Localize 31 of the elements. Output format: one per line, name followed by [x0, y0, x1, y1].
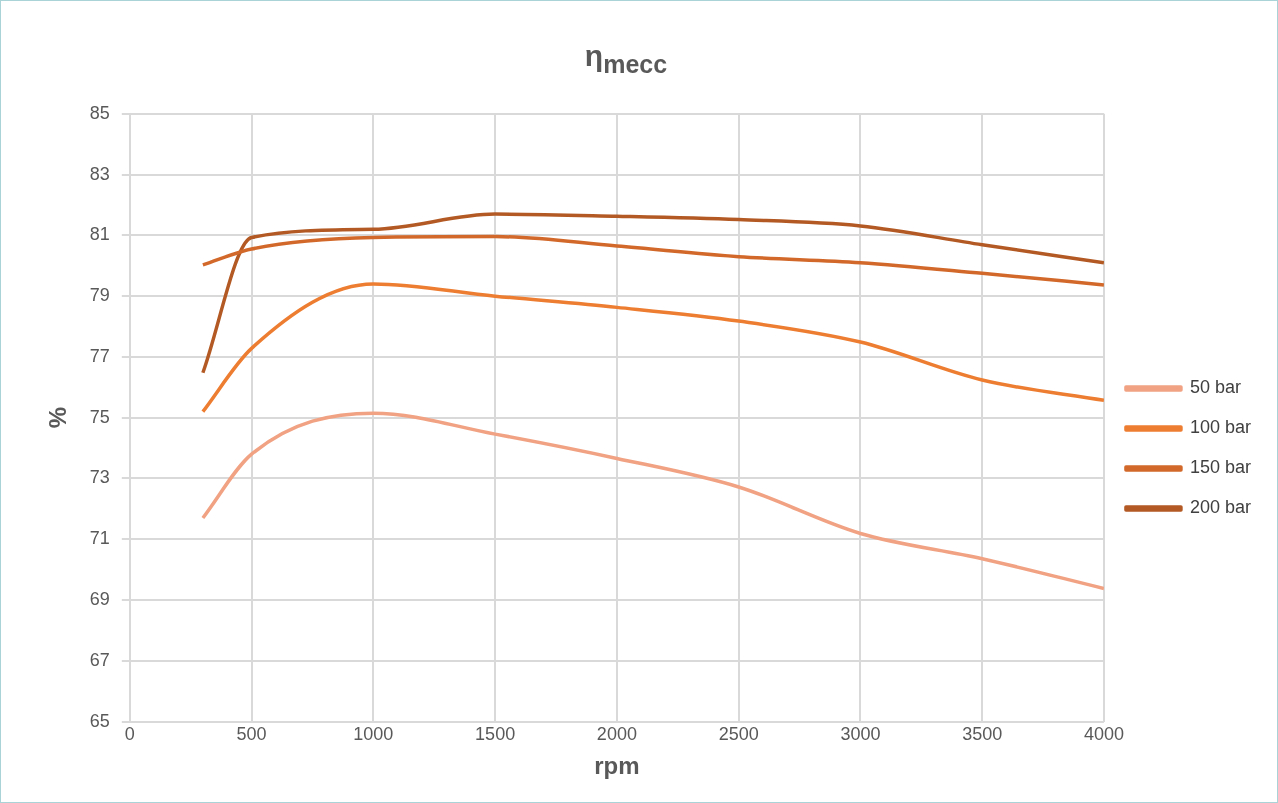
- y-tick-label: 65: [89, 710, 110, 731]
- x-tick-label: 2000: [596, 724, 637, 745]
- legend-label: 200 bar: [1189, 497, 1252, 518]
- legend-label: 50 bar: [1189, 377, 1241, 398]
- y-tick-label: 75: [89, 406, 110, 427]
- y-tick-label: 67: [89, 649, 110, 670]
- y-tick-label: 85: [89, 102, 110, 123]
- y-tick-label: 79: [89, 285, 110, 306]
- y-tick-label: 81: [89, 224, 110, 245]
- x-tick-label: 4000: [1083, 724, 1124, 745]
- legend-label: 100 bar: [1189, 417, 1252, 438]
- y-axis-title: %: [44, 407, 72, 429]
- x-tick-label: 3000: [840, 724, 881, 745]
- x-tick-label: 3500: [962, 724, 1003, 745]
- line-series: [201, 411, 1104, 591]
- x-axis-title: rpm: [594, 752, 640, 780]
- line-series: [201, 234, 1104, 287]
- x-tick-label: 2500: [718, 724, 759, 745]
- legend-label: 150 bar: [1189, 457, 1252, 478]
- y-tick-label: 73: [89, 467, 110, 488]
- y-tick-label: 83: [89, 163, 110, 184]
- y-tick-label: 71: [89, 528, 110, 549]
- chart-title: η$_{mecc}$: [583, 39, 669, 79]
- y-tick-label: 77: [89, 345, 110, 366]
- x-tick-label: 0: [124, 724, 135, 745]
- x-tick-label: 1500: [475, 724, 516, 745]
- x-tick-label: 500: [236, 724, 267, 745]
- x-tick-label: 1000: [353, 724, 394, 745]
- y-tick-label: 69: [89, 589, 110, 610]
- line-series: [201, 212, 1104, 375]
- line-series: [201, 282, 1104, 414]
